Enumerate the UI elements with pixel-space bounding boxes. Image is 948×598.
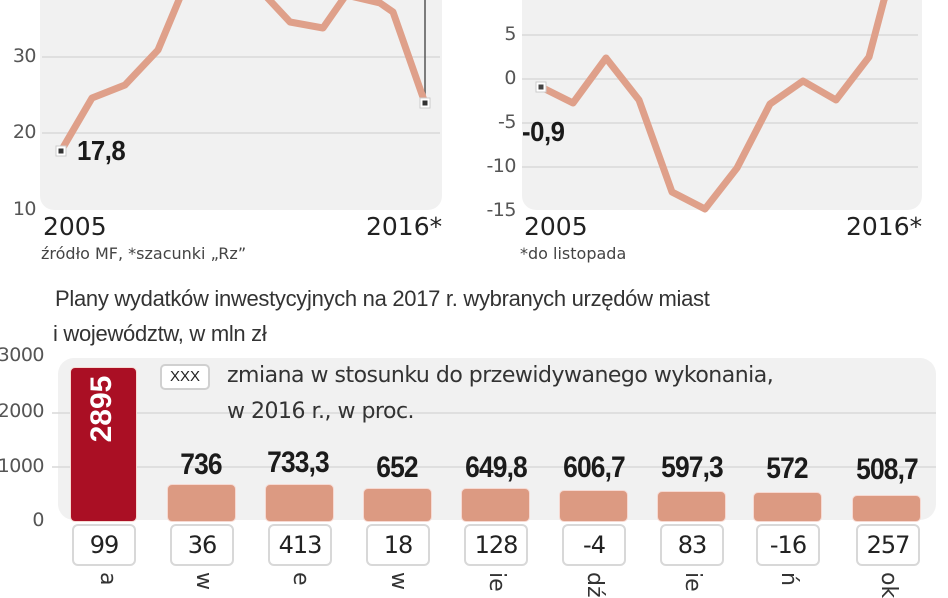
bar-6-change: -4 — [562, 524, 626, 566]
bar-5-category: ie — [484, 572, 509, 592]
right-ytick-5: 5 — [504, 23, 516, 45]
right-ytick-neg15: -15 — [486, 199, 516, 221]
bar-8-change: -16 — [756, 524, 820, 566]
bar-8-category: ń — [776, 572, 801, 586]
bar-chart-title-line1: Plany wydatków inwestycyjnych na 2017 r.… — [55, 286, 710, 311]
bar-9-change: 257 — [856, 524, 920, 566]
bar-8-value: 572 — [766, 452, 808, 485]
bar-2-change: 36 — [170, 524, 234, 566]
bar-2-value: 736 — [180, 448, 222, 481]
bar-7-change: 83 — [660, 524, 724, 566]
right-chart-svg — [522, 0, 918, 213]
bar-ytick-1000: 1000 — [0, 455, 45, 477]
legend-sample-box: XXX — [160, 364, 210, 390]
right-x-end: 2016* — [846, 212, 923, 241]
right-ytick-0: 0 — [504, 67, 516, 89]
bar-5-change: 128 — [464, 524, 528, 566]
bar-8 — [753, 492, 822, 522]
left-ytick-30: 30 — [12, 45, 37, 67]
bar-7-value: 597,3 — [661, 451, 724, 484]
left-ytick-20: 20 — [12, 121, 37, 143]
bar-ytick-2000: 2000 — [0, 400, 45, 422]
bar-9-category: ok — [876, 572, 901, 598]
left-chart-plot-area — [40, 0, 442, 210]
bar-4 — [363, 488, 432, 522]
bar-9-value: 508,7 — [856, 453, 919, 486]
bar-6-category: dź — [582, 572, 607, 598]
right-ytick-neg10: -10 — [486, 155, 516, 177]
bar-1 — [70, 367, 137, 522]
bar-6 — [559, 490, 628, 522]
legend-text-line2: w 2016 r., w proc. — [227, 399, 415, 424]
bar-5 — [461, 488, 530, 522]
right-callout-value: -0,9 — [522, 116, 565, 147]
bar-1-change: 99 — [72, 524, 136, 566]
bar-3 — [265, 484, 334, 522]
left-source-note: źródło MF, *szacunki „Rz” — [41, 244, 247, 263]
left-x-start: 2005 — [43, 212, 107, 241]
bar-ytick-0: 0 — [32, 509, 44, 531]
bar-4-value: 652 — [376, 451, 418, 484]
bar-5-value: 649,8 — [465, 451, 528, 484]
bar-1-category: a — [95, 572, 120, 586]
bar-4-change: 18 — [366, 524, 430, 566]
bar-7 — [657, 491, 726, 522]
bar-3-category: e — [288, 572, 313, 586]
bar-7-category: ie — [680, 572, 705, 592]
bar-1-value: 2895 — [85, 375, 118, 443]
bar-4-category: w — [386, 572, 411, 590]
left-ytick-10: 10 — [12, 198, 37, 220]
bar-6-value: 606,7 — [563, 451, 626, 484]
left-chart-svg — [42, 0, 440, 157]
bar-9 — [852, 495, 921, 522]
right-x-start: 2005 — [524, 212, 588, 241]
bar-2 — [167, 484, 236, 522]
left-x-end: 2016* — [366, 212, 443, 241]
legend-text-line1: zmiana w stosunku do przewidywanego wyko… — [227, 363, 774, 388]
right-ytick-neg5: -5 — [498, 111, 516, 133]
left-callout-value: 17,8 — [77, 135, 126, 166]
bar-2-category: w — [191, 572, 216, 590]
bar-chart-title-line2: i województw, w mln zł — [53, 321, 267, 346]
bar-ytick-3000: 3000 — [0, 344, 45, 366]
right-source-note: *do listopada — [520, 244, 627, 263]
bar-3-value: 733,3 — [267, 446, 330, 479]
bar-3-change: 413 — [268, 524, 332, 566]
